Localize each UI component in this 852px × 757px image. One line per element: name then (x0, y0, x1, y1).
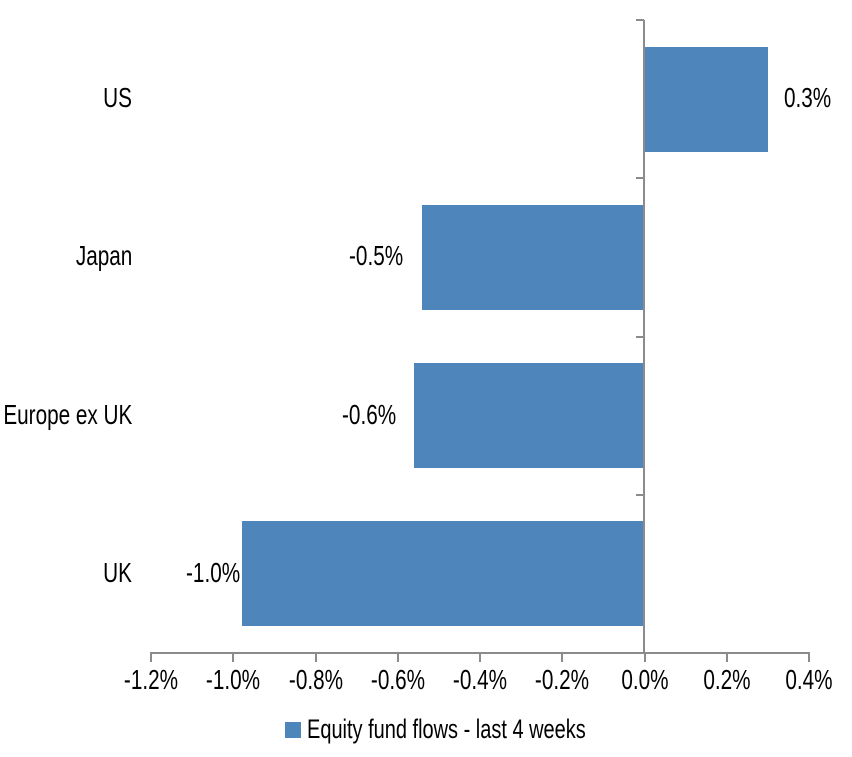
category-label: Japan (75, 240, 132, 271)
legend-label: Equity fund flows - last 4 weeks (307, 714, 586, 744)
category-label: Europe ex UK (2, 399, 132, 430)
legend-swatch-icon (285, 722, 301, 738)
y-axis-tick (636, 336, 644, 338)
y-axis-tick (636, 177, 644, 179)
x-axis-tick (479, 652, 481, 662)
x-axis-tick (726, 652, 728, 662)
value-label: 0.3% (784, 82, 832, 113)
value-label: -0.6% (341, 399, 396, 430)
x-tick-label: -0.4% (452, 664, 508, 695)
x-tick-label: -0.2% (534, 664, 590, 695)
category-label: US (103, 82, 132, 113)
y-axis-line (643, 20, 645, 653)
bar-japan (422, 204, 645, 310)
x-tick-label: 0.0% (621, 664, 669, 695)
y-axis-tick (636, 19, 644, 21)
x-tick-label: 0.4% (785, 664, 833, 695)
x-axis-tick (232, 652, 234, 662)
y-axis-tick (636, 494, 644, 496)
bar-us (644, 46, 768, 152)
x-axis-tick (808, 652, 810, 662)
bar-europe-ex-uk (414, 363, 645, 469)
value-label: -1.0% (185, 557, 240, 588)
x-axis-tick (397, 652, 399, 662)
x-axis-tick (315, 652, 317, 662)
x-tick-label: -1.2% (123, 664, 179, 695)
x-tick-label: -0.8% (288, 664, 344, 695)
x-axis-tick (644, 652, 646, 662)
x-tick-label: 0.2% (703, 664, 751, 695)
value-label: -0.5% (348, 240, 403, 271)
x-axis-tick (150, 652, 152, 662)
category-label: UK (103, 557, 132, 588)
x-tick-label: -1.0% (205, 664, 261, 695)
x-tick-label: -0.6% (370, 664, 426, 695)
bar-uk (241, 521, 645, 627)
x-axis-tick (561, 652, 563, 662)
